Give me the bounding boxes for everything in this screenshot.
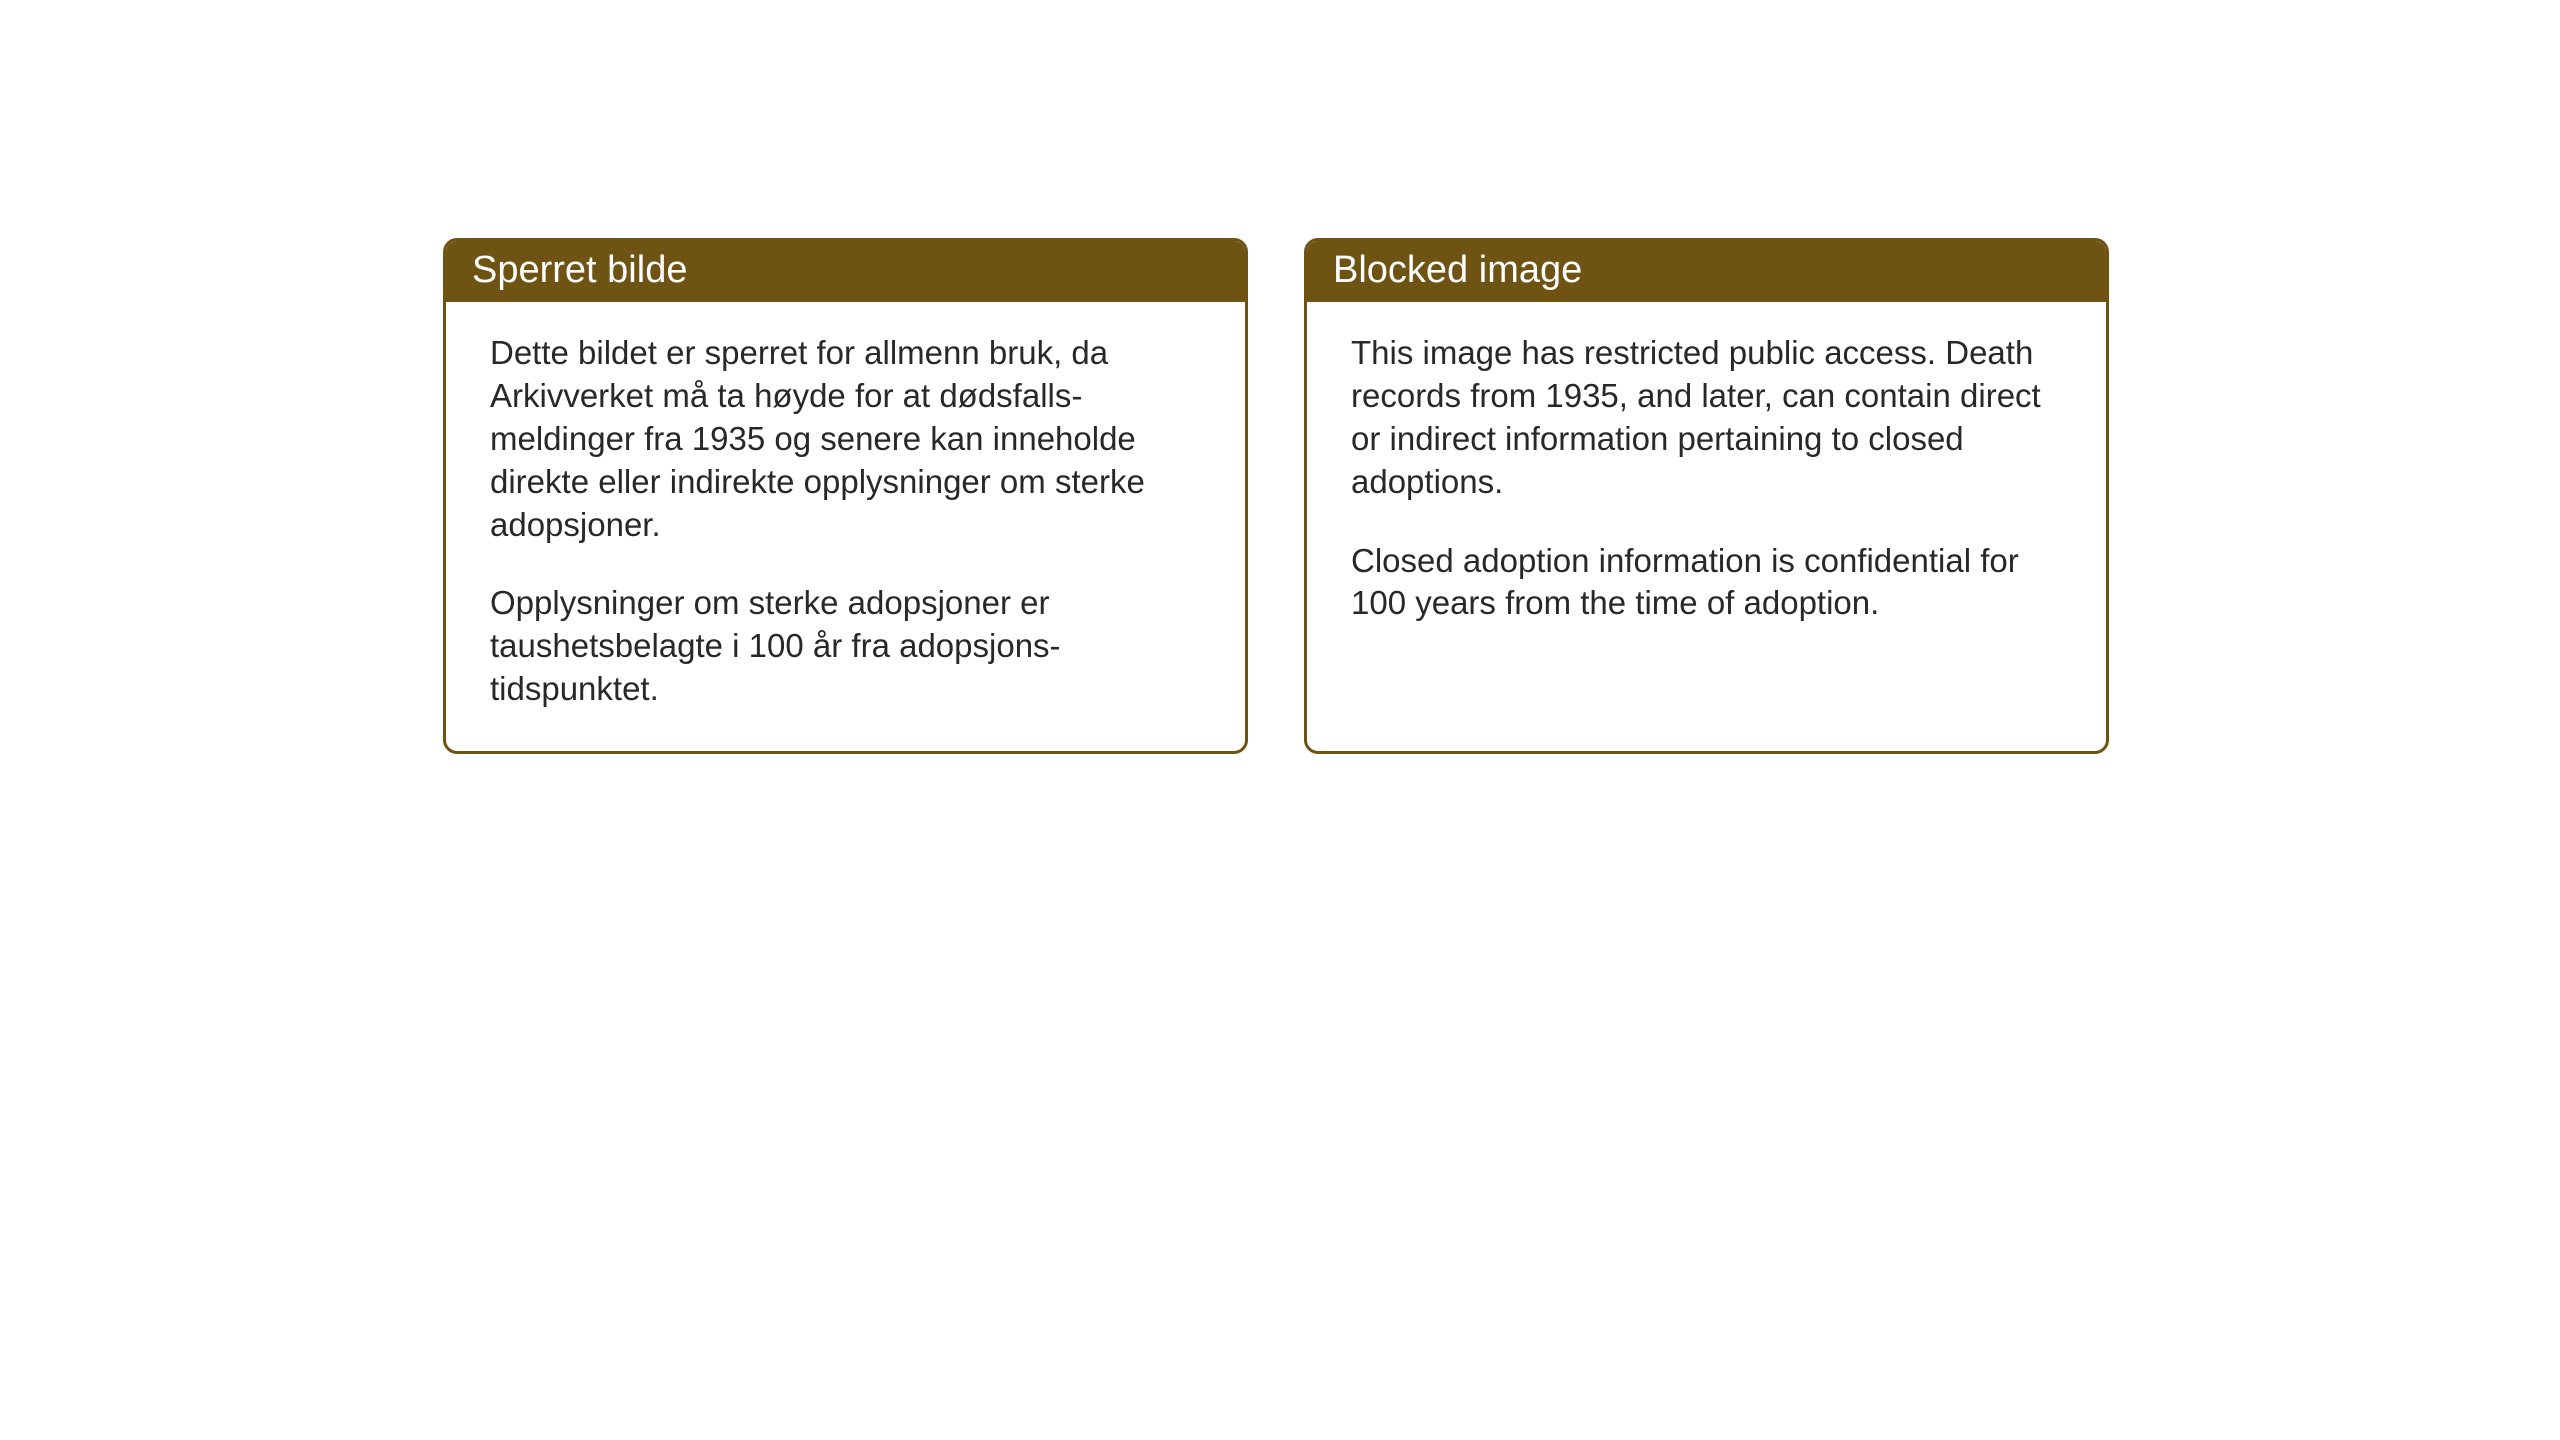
card-header-norwegian: Sperret bilde	[446, 241, 1245, 302]
card-body-norwegian: Dette bildet er sperret for allmenn bruk…	[446, 302, 1245, 751]
notice-card-norwegian: Sperret bilde Dette bildet er sperret fo…	[443, 238, 1248, 754]
paragraph-text: Opplysninger om sterke adopsjoner er tau…	[490, 582, 1201, 711]
paragraph-text: Closed adoption information is confident…	[1351, 540, 2062, 626]
notice-card-english: Blocked image This image has restricted …	[1304, 238, 2109, 754]
notice-container: Sperret bilde Dette bildet er sperret fo…	[0, 0, 2560, 754]
paragraph-text: This image has restricted public access.…	[1351, 332, 2062, 504]
card-header-english: Blocked image	[1307, 241, 2106, 302]
card-body-english: This image has restricted public access.…	[1307, 302, 2106, 665]
paragraph-text: Dette bildet er sperret for allmenn bruk…	[490, 332, 1201, 546]
